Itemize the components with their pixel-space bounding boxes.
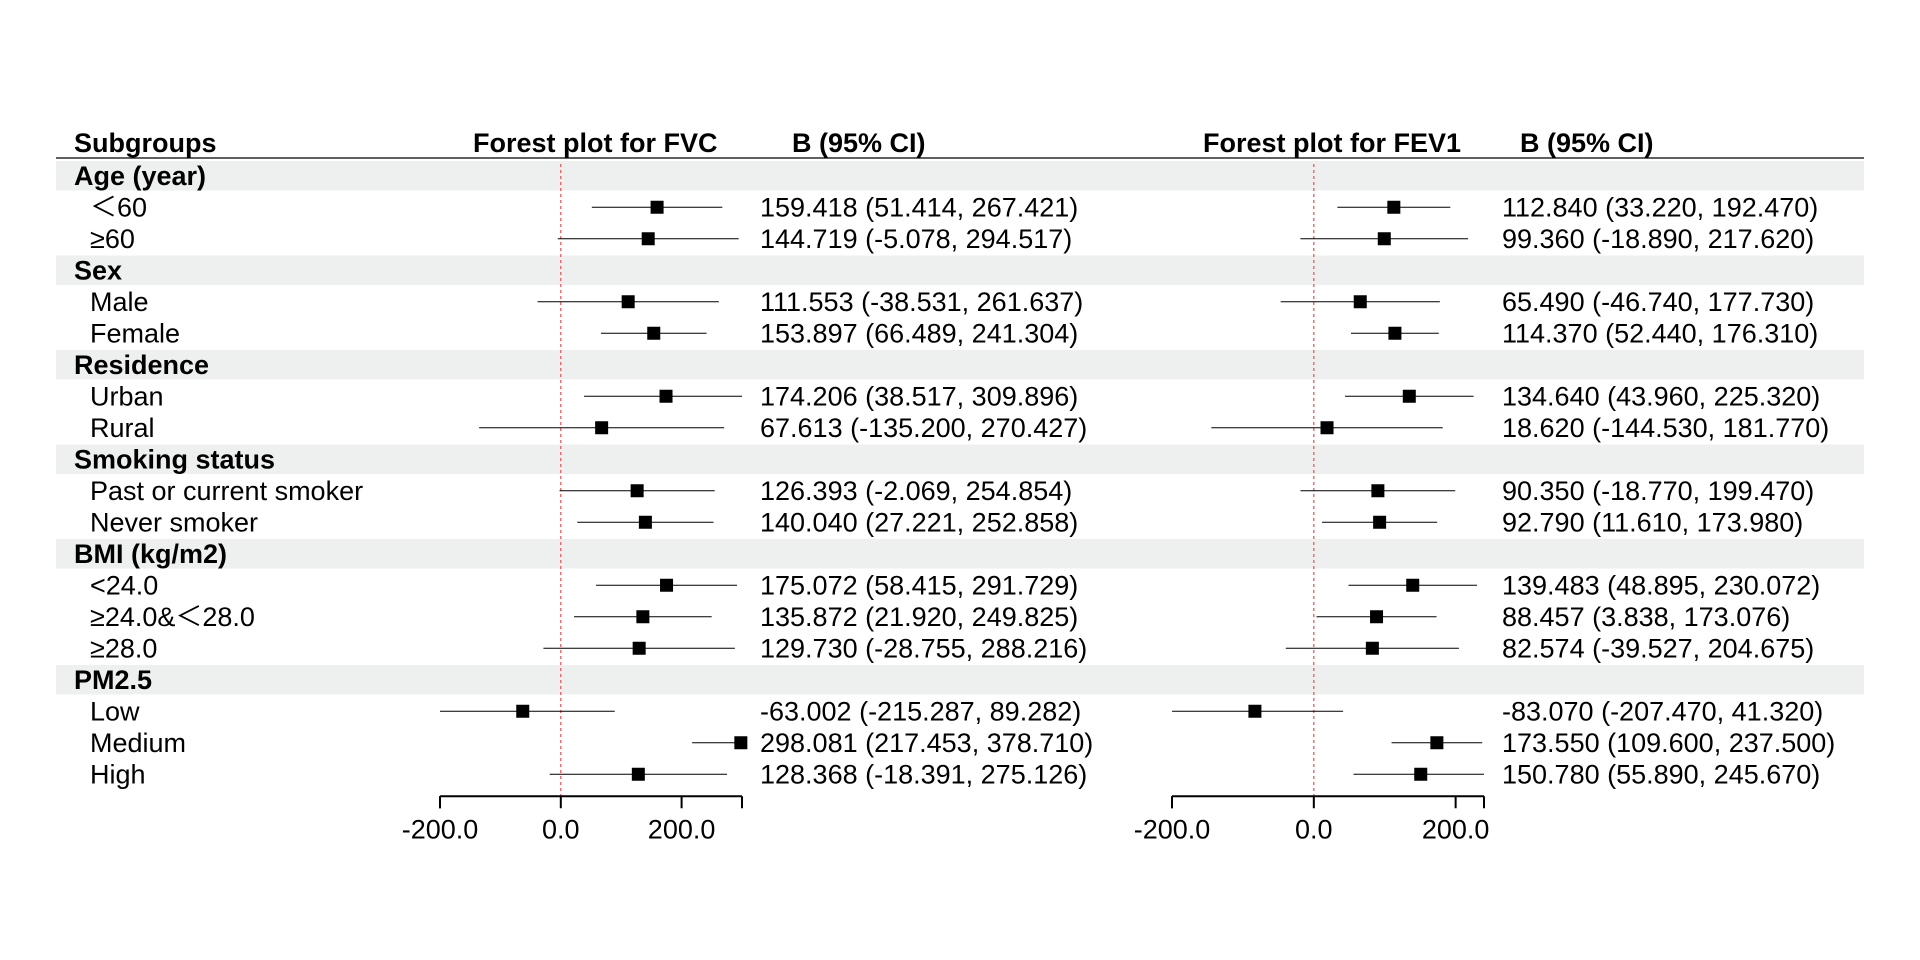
fvc-ci-text: 159.418 (51.414, 267.421) xyxy=(760,192,1078,222)
subgroup-label: ≥24.0&＜28.0 xyxy=(90,602,255,632)
fvc-ci-text: 126.393 (-2.069, 254.854) xyxy=(760,476,1072,506)
fvc-ci-text: 135.872 (21.920, 249.825) xyxy=(760,602,1078,632)
fvc-point-marker xyxy=(659,389,673,403)
group-band xyxy=(56,255,1864,285)
fev1-ci-header: B (95% CI) xyxy=(1520,128,1654,158)
fev1-ci-text: 82.574 (-39.527, 204.675) xyxy=(1502,633,1814,663)
subgroup-label: High xyxy=(90,759,146,789)
group-band xyxy=(56,350,1864,380)
fvc-forest-panel: -200.0 0.0 200.0 xyxy=(402,164,748,844)
fvc-ci-text: 144.719 (-5.078, 294.517) xyxy=(760,224,1072,254)
fev1-ci-text: 18.620 (-144.530, 181.770) xyxy=(1502,413,1829,443)
fvc-point-marker xyxy=(734,736,748,750)
ci-texts: 159.418 (51.414, 267.421) 112.840 (33.220… xyxy=(760,192,1835,789)
fvc-ci-text: 174.206 (38.517, 309.896) xyxy=(760,381,1078,411)
fev1-ci-text: 92.790 (11.610, 173.980) xyxy=(1502,507,1803,537)
fev1-forest-panel: -200.0 0.0 200.0 xyxy=(1134,164,1490,844)
fev1-ci-text: 114.370 (52.440, 176.310) xyxy=(1502,318,1818,348)
fev1-ci-text: 99.360 (-18.890, 217.620) xyxy=(1502,224,1814,254)
fvc-ci-text: 175.072 (58.415, 291.729) xyxy=(760,570,1078,600)
row-labels: Age (year)＜60≥60SexMaleFemaleResidenceUr… xyxy=(74,161,363,790)
fev1-point-marker xyxy=(1370,610,1384,624)
fev1-point-marker xyxy=(1430,736,1444,750)
subgroup-label: ＜60 xyxy=(90,192,147,222)
fvc-ci-text: 111.553 (-38.531, 261.637) xyxy=(760,287,1083,317)
fev1-tick-label: 0.0 xyxy=(1295,814,1333,844)
fvc-point-marker xyxy=(650,200,664,214)
group-label: Sex xyxy=(74,255,122,285)
fev1-point-marker xyxy=(1406,578,1420,592)
fev1-ci-text: 139.483 (48.895, 230.072) xyxy=(1502,570,1820,600)
fev1-point-marker xyxy=(1320,421,1334,435)
fvc-point-marker xyxy=(630,484,644,498)
subgroup-label: <24.0 xyxy=(90,570,158,600)
subgroup-label: Urban xyxy=(90,381,164,411)
fvc-point-marker xyxy=(621,295,635,309)
fev1-ci-text: 173.550 (109.600, 237.500) xyxy=(1502,728,1835,758)
group-band xyxy=(56,161,1864,191)
subgroup-label: Past or current smoker xyxy=(90,476,363,506)
fvc-ci-text: 298.081 (217.453, 378.710) xyxy=(760,728,1093,758)
fev1-ci-text: -83.070 (-207.470, 41.320) xyxy=(1502,696,1823,726)
fvc-ci-text: 153.897 (66.489, 241.304) xyxy=(760,318,1078,348)
subgroup-label: ≥28.0 xyxy=(90,633,157,663)
fev1-point-marker xyxy=(1388,326,1402,340)
fvc-tick-label: 0.0 xyxy=(542,814,580,844)
fev1-point-marker xyxy=(1387,200,1401,214)
fev1-point-marker xyxy=(1353,295,1367,309)
fvc-ci-header: B (95% CI) xyxy=(792,128,926,158)
fvc-point-marker xyxy=(638,515,652,529)
fev1-point-marker xyxy=(1377,232,1391,246)
fev1-ci-text: 90.350 (-18.770, 199.470) xyxy=(1502,476,1814,506)
fvc-ci-text: 128.368 (-18.391, 275.126) xyxy=(760,759,1087,789)
fvc-ci-text: 67.613 (-135.200, 270.427) xyxy=(760,413,1087,443)
subgroup-label: Medium xyxy=(90,728,186,758)
group-band xyxy=(56,665,1864,695)
group-label: PM2.5 xyxy=(74,665,152,695)
fvc-ci-text: 140.040 (27.221, 252.858) xyxy=(760,507,1078,537)
fev1-ci-text: 65.490 (-46.740, 177.730) xyxy=(1502,287,1814,317)
fvc-point-marker xyxy=(660,578,674,592)
group-label: Smoking status xyxy=(74,444,275,474)
group-label: Residence xyxy=(74,350,209,380)
fvc-point-marker xyxy=(631,767,645,781)
fvc-plot-header: Forest plot for FVC xyxy=(473,128,718,158)
fvc-ci-text: 129.730 (-28.755, 288.216) xyxy=(760,633,1087,663)
fev1-point-marker xyxy=(1248,704,1262,718)
fvc-point-marker xyxy=(516,704,530,718)
group-band xyxy=(56,444,1864,474)
fev1-ci-text: 112.840 (33.220, 192.470) xyxy=(1502,192,1818,222)
subgroup-label: Rural xyxy=(90,413,155,443)
fvc-tick-label: 200.0 xyxy=(648,814,716,844)
fev1-ci-text: 134.640 (43.960, 225.320) xyxy=(1502,381,1820,411)
subgroup-label: Never smoker xyxy=(90,507,258,537)
fvc-point-marker xyxy=(641,232,655,246)
subgroup-label: Male xyxy=(90,287,149,317)
fev1-plot-header: Forest plot for FEV1 xyxy=(1203,128,1461,158)
subgroup-label: Female xyxy=(90,318,180,348)
fev1-ci-text: 88.457 (3.838, 173.076) xyxy=(1502,602,1790,632)
fev1-point-marker xyxy=(1373,515,1387,529)
fvc-tick-label: -200.0 xyxy=(402,814,479,844)
fev1-ci-text: 150.780 (55.890, 245.670) xyxy=(1502,759,1820,789)
fvc-point-marker xyxy=(632,641,646,655)
subgroup-label: ≥60 xyxy=(90,224,135,254)
fev1-tick-label: 200.0 xyxy=(1422,814,1490,844)
group-band xyxy=(56,539,1864,569)
fev1-point-marker xyxy=(1371,484,1385,498)
fev1-tick-label: -200.0 xyxy=(1134,814,1211,844)
subgroups-header: Subgroups xyxy=(74,128,217,158)
group-bands xyxy=(56,161,1864,695)
subgroup-label: Low xyxy=(90,696,140,726)
group-label: BMI (kg/m2) xyxy=(74,539,227,569)
fev1-point-marker xyxy=(1365,641,1379,655)
group-label: Age (year) xyxy=(74,161,206,191)
fvc-point-marker xyxy=(647,326,661,340)
fvc-ci-text: -63.002 (-215.287, 89.282) xyxy=(760,696,1081,726)
fev1-point-marker xyxy=(1402,389,1416,403)
fvc-point-marker xyxy=(636,610,650,624)
fvc-point-marker xyxy=(595,421,609,435)
fev1-point-marker xyxy=(1414,767,1428,781)
